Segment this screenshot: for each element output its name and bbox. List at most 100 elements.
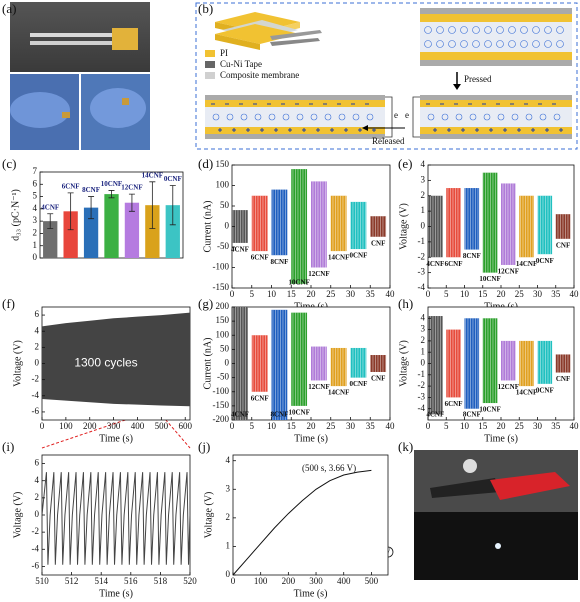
signal-burst [446,329,461,398]
signal-texture [251,195,268,252]
bar [145,205,160,258]
dipole [544,40,552,48]
y-tick-label: 2 [33,227,38,237]
x-axis-label: Time (s) [294,588,328,599]
dipole [532,26,540,34]
dipole [282,113,290,121]
series-label: 10CNF [479,406,500,414]
signal-texture [350,347,367,378]
category-label: 8CNF [82,186,100,194]
x-tick-label: 10 [460,289,470,299]
signal-burst [232,210,248,243]
series-label: 10CNF [288,408,309,416]
dipole [511,113,519,121]
panel-label: (j) [198,439,210,454]
series-label: 14CNF [516,389,537,397]
series-label: 0CNF [536,386,554,394]
dipole [268,113,276,121]
x-tick-label: 25 [515,289,525,299]
y-axis-label: Voltage (V) [12,340,23,387]
x-tick-label: 300 [309,576,323,586]
signal-texture [464,188,480,250]
y-tick-label: 0 [226,569,231,579]
y-tick-label: -150 [213,282,230,292]
series-label: 4CNF [426,411,444,419]
x-tick-label: 200 [282,576,296,586]
signal-burst [370,355,387,372]
y-tick-label: -1 [418,369,426,379]
electron-label: e [394,110,398,120]
y-axis-label: Voltage (V) [203,492,214,539]
series-label: CNF [556,241,570,249]
dipole [424,26,432,34]
x-tick-label: 15 [287,289,297,299]
category-label: 6CNF [62,182,80,190]
y-tick-label: 4 [33,203,38,213]
dipole [484,26,492,34]
category-label: 4CNF [41,203,59,211]
series-label: 4CNF [231,411,249,419]
series-label: 0CNF [349,252,367,260]
x-tick-label: 20 [497,421,507,431]
dipole [472,26,480,34]
y-tick-label: 0 [421,221,426,231]
dipole [496,26,504,34]
y-tick-label: -2 [32,526,40,536]
plot-frame [232,454,389,576]
y-tick-label: -4 [418,282,426,292]
x-tick-label: 20 [307,289,317,299]
signal-burst [251,195,268,252]
error-bar [169,185,176,226]
y-tick-label: 4 [421,159,426,169]
panel-label: (g) [198,296,213,311]
dipole [436,40,444,48]
dipole [427,113,435,121]
y-tick-label: -2 [32,374,40,384]
signal-texture [464,318,480,409]
signal-texture [555,354,571,373]
panel-label: (k) [398,439,413,454]
dipole [424,40,432,48]
dipole [254,113,262,121]
y-tick-label: -100 [213,386,230,396]
dipole [455,113,463,121]
x-tick-label: 40 [570,289,580,299]
y-tick-label: 0 [421,358,426,368]
x-tick-label: 40 [386,289,396,299]
signal-texture [446,188,461,258]
photo-a [10,2,150,150]
x-tick-label: 514 [94,576,108,586]
signal-texture [291,312,308,406]
x-tick-label: 30 [533,289,543,299]
x-tick-label: 25 [515,421,525,431]
category-label: 0CNF [164,175,182,183]
signal-burst [271,309,288,420]
signal-texture [501,183,516,265]
dipole [508,26,516,34]
signal-burst [311,181,327,268]
dipole [448,40,456,48]
dipole [544,26,552,34]
x-tick-label: 20 [307,421,317,431]
x-tick-label: 10 [267,289,277,299]
series-label: 6CNF [445,400,463,408]
signal-texture [271,189,288,256]
series-label: 6CNF [251,254,269,262]
series-label: 14CNF [328,389,349,397]
legend-label: PI [220,48,228,58]
y-tick-label: -200 [213,414,230,424]
dipole [240,113,248,121]
y-tick-label: 0 [225,221,230,231]
signal-texture [519,340,534,387]
y-tick-label: -6 [32,406,40,416]
signal-texture [330,195,347,252]
series-label: CNF [556,375,570,383]
x-tick-label: 0 [231,576,236,586]
error-bar [149,181,156,229]
dipole [508,40,516,48]
x-tick-label: 600 [178,421,192,431]
signal-burst [555,354,571,373]
series-label: 10CNF [288,279,309,287]
series-label: 12CNF [498,268,519,276]
panel-label: (a) [2,1,16,16]
